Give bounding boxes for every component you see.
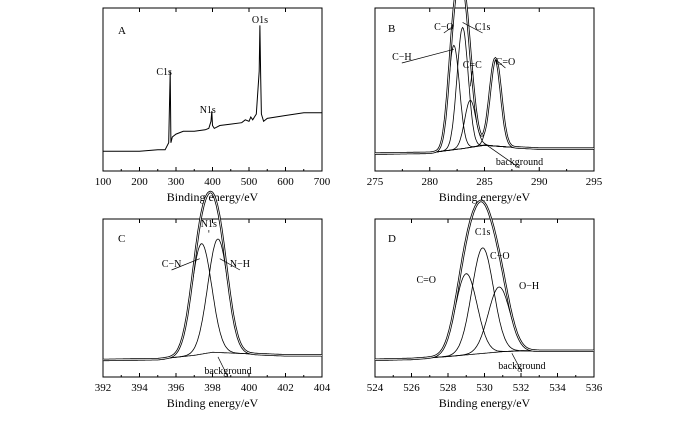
panel-d-component-O−H: [374, 286, 594, 361]
panel-b-annotation-arrow: [469, 70, 473, 87]
panel-c-annotations: N1s C−N N−H background: [162, 219, 252, 378]
panel-b-xtick-label: 290: [531, 176, 548, 188]
panel-d-xticks: 524 526 528 530 532 534 536: [367, 219, 603, 394]
panel-a-xtick-label: 400: [204, 176, 221, 188]
panel-c-plot: [103, 190, 322, 362]
panel-d-xtick-label: 532: [513, 382, 530, 394]
panel-a-annotations: C1s N1s O1s: [156, 15, 268, 116]
panel-c-envelope-inner: [103, 191, 322, 361]
panel-a-frame: [102, 7, 323, 172]
panel-b-xtick-label: 275: [367, 176, 384, 188]
panel-d-component-C=O: [374, 273, 594, 361]
panel-c-xtick-label: 396: [168, 382, 185, 394]
panel-b-xticks: 275 280 285 290 295: [367, 8, 603, 188]
panel-d-annotation: C−O: [490, 251, 510, 262]
panel-b-annotation: C−O: [434, 22, 454, 33]
panel-b-annotation: C−H: [392, 52, 412, 63]
panel-a-annotation: N1s: [200, 105, 216, 116]
panel-d-envelope-outer: [374, 199, 594, 361]
panel-d-letter: D: [388, 233, 396, 245]
panel-b-xtick-label: 295: [586, 176, 603, 188]
panel-d-annotation: C1s: [475, 227, 491, 238]
panel-b-annotation: background: [496, 157, 543, 168]
panel-c-annotation-arrow: [219, 258, 241, 271]
panel-c-envelope-outer: [103, 190, 322, 362]
panel-c-annotation-arrow: [171, 258, 200, 271]
panel-d-component-C−O: [374, 247, 594, 361]
panel-c-component-C−N: [103, 243, 322, 361]
panel-b-annotation: C=C: [463, 60, 482, 71]
panel-b-annotations: C−O C1s C−H C=C C=O background: [392, 22, 543, 169]
panel-a-xlabel: Binding energy/eV: [167, 190, 259, 204]
panel-c-xtick-label: 400: [241, 382, 258, 394]
panel-a-annotation: O1s: [252, 15, 268, 26]
panel-b-annotation-arrow: [401, 48, 454, 64]
panel-a-xtick-label: 700: [314, 176, 331, 188]
panel-a-xtick-label: 200: [131, 176, 148, 188]
panel-c-annotation-arrow: [217, 356, 229, 378]
panel-d: D 524 526 528 530 532 534 536 Binding energy/e…: [367, 199, 603, 410]
panel-d-annotation: O−H: [519, 281, 539, 292]
panel-a: A 100 200 300 400 500 600 700 Binding energy/e…: [95, 7, 331, 204]
panel-b-xlabel: Binding energy/eV: [439, 190, 531, 204]
panel-a-annotation: C1s: [156, 67, 172, 78]
panel-b-annotation: C1s: [475, 22, 491, 33]
panel-b: B 275 280 285 290 295 Binding energy/eV C−O C…: [367, 0, 603, 204]
panel-b-annotation-arrow: [443, 25, 455, 34]
panel-d-annotation-arrow: [511, 353, 523, 373]
panel-b-annotation: C=O: [496, 57, 516, 68]
panel-d-annotations: C1s C=O C−O O−H background: [416, 227, 545, 373]
panel-b-annotation-arrow: [495, 59, 506, 69]
panel-b-letter: B: [388, 23, 395, 35]
panel-d-plot: [374, 199, 594, 361]
panel-d-xlabel: Binding energy/eV: [439, 396, 531, 410]
panel-c-xtick-label: 404: [314, 382, 331, 394]
panel-b-component-C1s: [375, 26, 594, 154]
panel-a-xtick-label: 500: [241, 176, 258, 188]
panel-c-annotation: N1s: [201, 219, 217, 230]
panel-c-xtick-label: 392: [95, 382, 112, 394]
panel-c-component-N−H: [103, 238, 322, 361]
panel-d-annotation: background: [498, 361, 545, 372]
panel-d-envelope-inner: [374, 200, 594, 361]
panel-a-xtick-label: 100: [95, 176, 112, 188]
panel-c-letter: C: [118, 233, 125, 245]
panel-c-annotation: N−H: [230, 259, 250, 270]
panel-c-xtick-label: 402: [277, 382, 294, 394]
panel-a-plot: [103, 25, 322, 152]
panel-a-xtick-label: 600: [277, 176, 294, 188]
panel-d-xtick-label: 526: [403, 382, 420, 394]
panel-a-xtick-label: 300: [168, 176, 185, 188]
panel-d-xtick-label: 524: [367, 382, 384, 394]
panel-b-xtick-label: 280: [422, 176, 439, 188]
panel-b-component-C=O: [375, 58, 594, 154]
panel-b-xtick-label: 285: [476, 176, 493, 188]
panel-c-frame: [102, 218, 323, 378]
panel-d-xtick-label: 536: [586, 382, 603, 394]
panel-a-letter: A: [118, 25, 126, 37]
panel-c-annotation: background: [204, 366, 251, 377]
panel-c: C 392 394 396 398 400 402 404 Binding energy/e…: [95, 190, 331, 410]
panel-c-xticks: 392 394 396 398 400 402 404: [95, 219, 331, 394]
panel-c-xtick-label: 398: [204, 382, 221, 394]
panel-d-xtick-label: 530: [476, 382, 493, 394]
panel-b-plot: [375, 0, 594, 155]
panel-a-series-line: [103, 25, 322, 152]
panel-c-annotation: C−N: [162, 259, 182, 270]
panel-a-xticks: 100 200 300 400 500 600 700: [95, 8, 331, 188]
panel-b-annotation-arrow: [462, 22, 483, 34]
panel-d-xtick-label: 534: [549, 382, 566, 394]
panel-c-xlabel: Binding energy/eV: [167, 396, 259, 410]
panel-c-xtick-label: 394: [131, 382, 148, 394]
panel-b-envelope-inner: [375, 0, 594, 154]
panel-b-annotation-arrow: [484, 143, 520, 169]
panel-d-annotation: C=O: [416, 275, 436, 286]
panel-d-xtick-label: 528: [440, 382, 457, 394]
